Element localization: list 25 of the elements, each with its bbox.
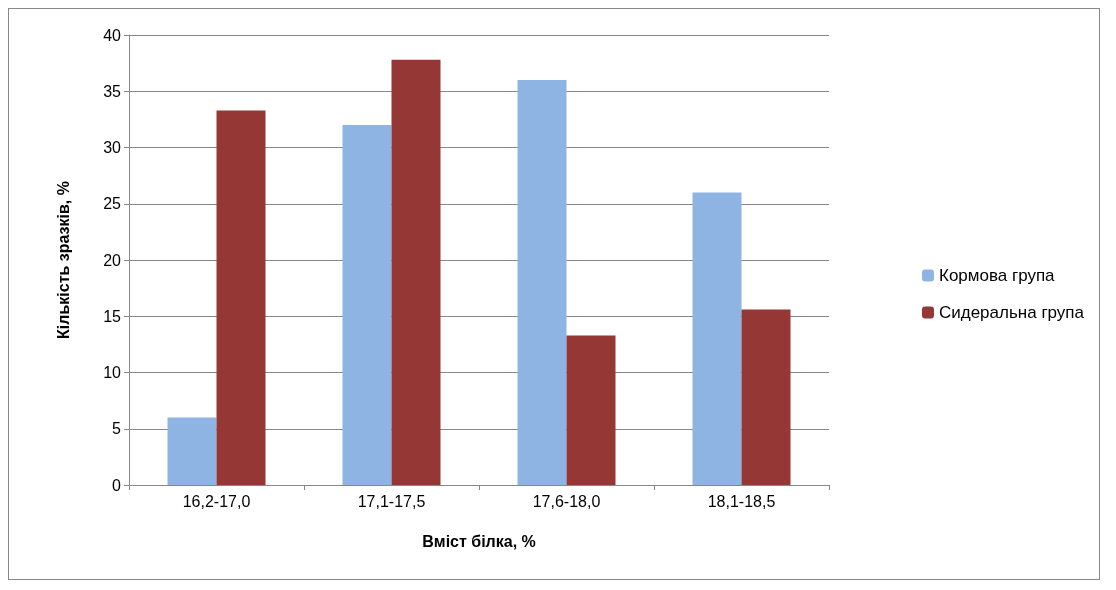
y-tick-label: 35 [103,82,122,100]
bar [741,309,791,485]
bar [342,125,392,485]
x-tick-label: 17,1-17,5 [357,492,426,510]
bar [692,192,742,485]
x-axis-title: Вміст білка, % [422,532,536,550]
bar [566,335,616,485]
y-axis-title: Кількість зразків, % [54,181,72,339]
x-tick-label: 18,1-18,5 [707,492,776,510]
bar [517,80,567,485]
x-tick-label: 16,2-17,0 [182,492,251,510]
legend-label: Сидеральна група [938,303,1085,322]
y-tick-label: 40 [103,26,122,44]
y-tick-label: 30 [103,139,122,156]
y-tick-label: 15 [103,307,122,325]
bar [391,59,441,485]
y-tick-label: 5 [112,420,122,438]
y-tick-label: 0 [112,476,122,494]
y-tick-label: 25 [103,195,122,213]
legend-label: Кормова група [938,266,1056,285]
bar [167,417,217,485]
bar [216,110,266,485]
x-tick-label: 17,6-18,0 [532,492,601,510]
y-tick-label: 10 [103,364,122,381]
y-tick-label: 20 [103,251,122,269]
